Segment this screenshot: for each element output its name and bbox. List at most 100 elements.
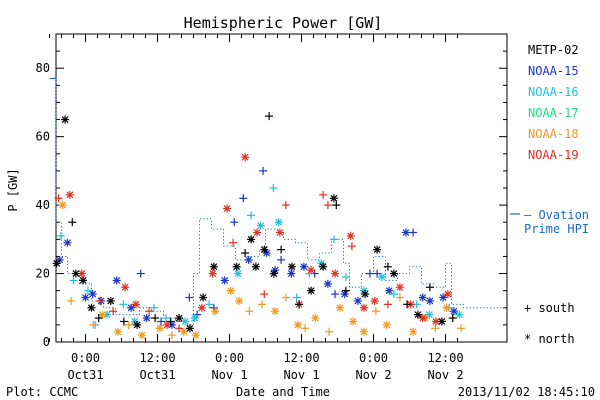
data-point-north <box>106 296 115 305</box>
data-point-south <box>373 269 382 278</box>
data-point-south <box>56 231 65 240</box>
data-point-north <box>179 327 188 336</box>
data-point-south <box>161 314 170 323</box>
data-point-north <box>98 310 107 319</box>
data-point-north <box>137 331 146 340</box>
data-point-north <box>220 276 229 285</box>
data-point-north <box>361 290 370 299</box>
data-point-north <box>211 307 220 316</box>
data-point-south <box>95 296 104 305</box>
data-point-south <box>136 269 145 278</box>
legend-item-noaa-19: NOAA-19 <box>528 148 579 162</box>
data-point-north <box>293 320 302 329</box>
data-point-south <box>83 286 92 295</box>
x-tick-label-time: 12:00 <box>427 351 463 365</box>
data-point-north <box>317 259 326 268</box>
legend-item-noaa-17: NOAA-17 <box>528 106 579 120</box>
legend-item-noaa-15: NOAA-15 <box>528 64 579 78</box>
x-tick-label-time: 0:00 <box>71 351 100 365</box>
data-point-north <box>335 303 344 312</box>
data-point-south <box>292 293 301 302</box>
data-point-south <box>230 218 239 227</box>
data-point-north <box>311 314 320 323</box>
data-point-north <box>65 190 74 199</box>
x-tick-label-date: Nov 1 <box>211 368 247 382</box>
data-point-north <box>307 286 316 295</box>
data-point-north <box>199 293 208 302</box>
data-point-south <box>409 228 418 237</box>
data-point-north <box>155 324 164 333</box>
y-tick-label: 20 <box>36 267 50 281</box>
data-point-north <box>232 262 241 271</box>
data-point-north <box>275 228 284 237</box>
data-point-north <box>241 153 250 162</box>
data-point-north <box>329 194 338 203</box>
data-point-north <box>256 221 265 230</box>
data-point-north <box>244 255 253 264</box>
data-point-south <box>365 269 374 278</box>
data-point-north <box>88 290 97 299</box>
data-point-south <box>395 293 404 302</box>
x-axis-label: Date and Time <box>236 385 330 399</box>
data-point-north <box>359 303 368 312</box>
data-point-south <box>281 201 290 210</box>
data-point-north <box>121 283 130 292</box>
data-point-south <box>54 194 63 203</box>
data-point-south <box>319 190 328 199</box>
data-point-south <box>124 320 133 329</box>
data-point-south <box>341 286 350 295</box>
data-point-south <box>167 331 176 340</box>
data-point-north <box>437 317 446 326</box>
data-point-north <box>382 320 391 329</box>
series-noaa-19 <box>54 153 452 333</box>
data-point-south <box>245 307 254 316</box>
data-point-north <box>413 310 422 319</box>
data-point-south <box>332 201 341 210</box>
series-noaa-18 <box>58 201 466 340</box>
legend-item-noaa-18: NOAA-18 <box>528 127 579 141</box>
data-point-south <box>89 320 98 329</box>
data-point-north <box>274 218 283 227</box>
data-point-north <box>113 327 122 336</box>
legend-ovation-label: Prime HPI <box>524 222 589 236</box>
legend-marker-north: * north <box>524 332 575 346</box>
data-point-north <box>181 317 190 326</box>
data-point-south <box>175 324 184 333</box>
data-point-north <box>52 259 61 268</box>
data-point-north <box>163 320 172 329</box>
data-point-south <box>269 184 278 192</box>
data-point-north <box>269 269 278 278</box>
data-point-south <box>403 300 412 309</box>
data-point-south <box>281 293 290 302</box>
data-point-north <box>247 235 256 244</box>
data-point-north <box>77 269 86 278</box>
data-point-south <box>323 201 332 210</box>
data-point-north <box>395 283 404 292</box>
data-point-north <box>61 115 70 124</box>
data-point-north <box>442 303 451 312</box>
data-point-north <box>197 303 206 312</box>
data-point-north <box>58 201 67 210</box>
data-point-north <box>71 269 80 278</box>
data-point-north <box>449 307 458 316</box>
data-point-south <box>67 296 76 305</box>
data-point-north <box>81 293 90 302</box>
data-point-north <box>439 293 448 302</box>
x-tick-label-date: Nov 2 <box>427 368 463 382</box>
x-tick-label-date: Oct31 <box>67 368 103 382</box>
data-point-south <box>151 314 160 323</box>
data-point-south <box>383 300 392 309</box>
data-point-south <box>457 324 466 333</box>
data-point-south <box>145 307 154 316</box>
data-point-south <box>389 290 398 299</box>
chart-title: Hemispheric Power [GW] <box>184 14 383 32</box>
x-tick-label-time: 0:00 <box>215 351 244 365</box>
data-point-south <box>185 293 194 302</box>
data-point-north <box>401 228 410 237</box>
y-tick-label: 0 <box>43 335 50 349</box>
y-tick-label: 80 <box>36 61 50 75</box>
data-point-north <box>251 262 260 271</box>
data-point-south <box>109 307 118 316</box>
data-point-north <box>455 310 464 319</box>
